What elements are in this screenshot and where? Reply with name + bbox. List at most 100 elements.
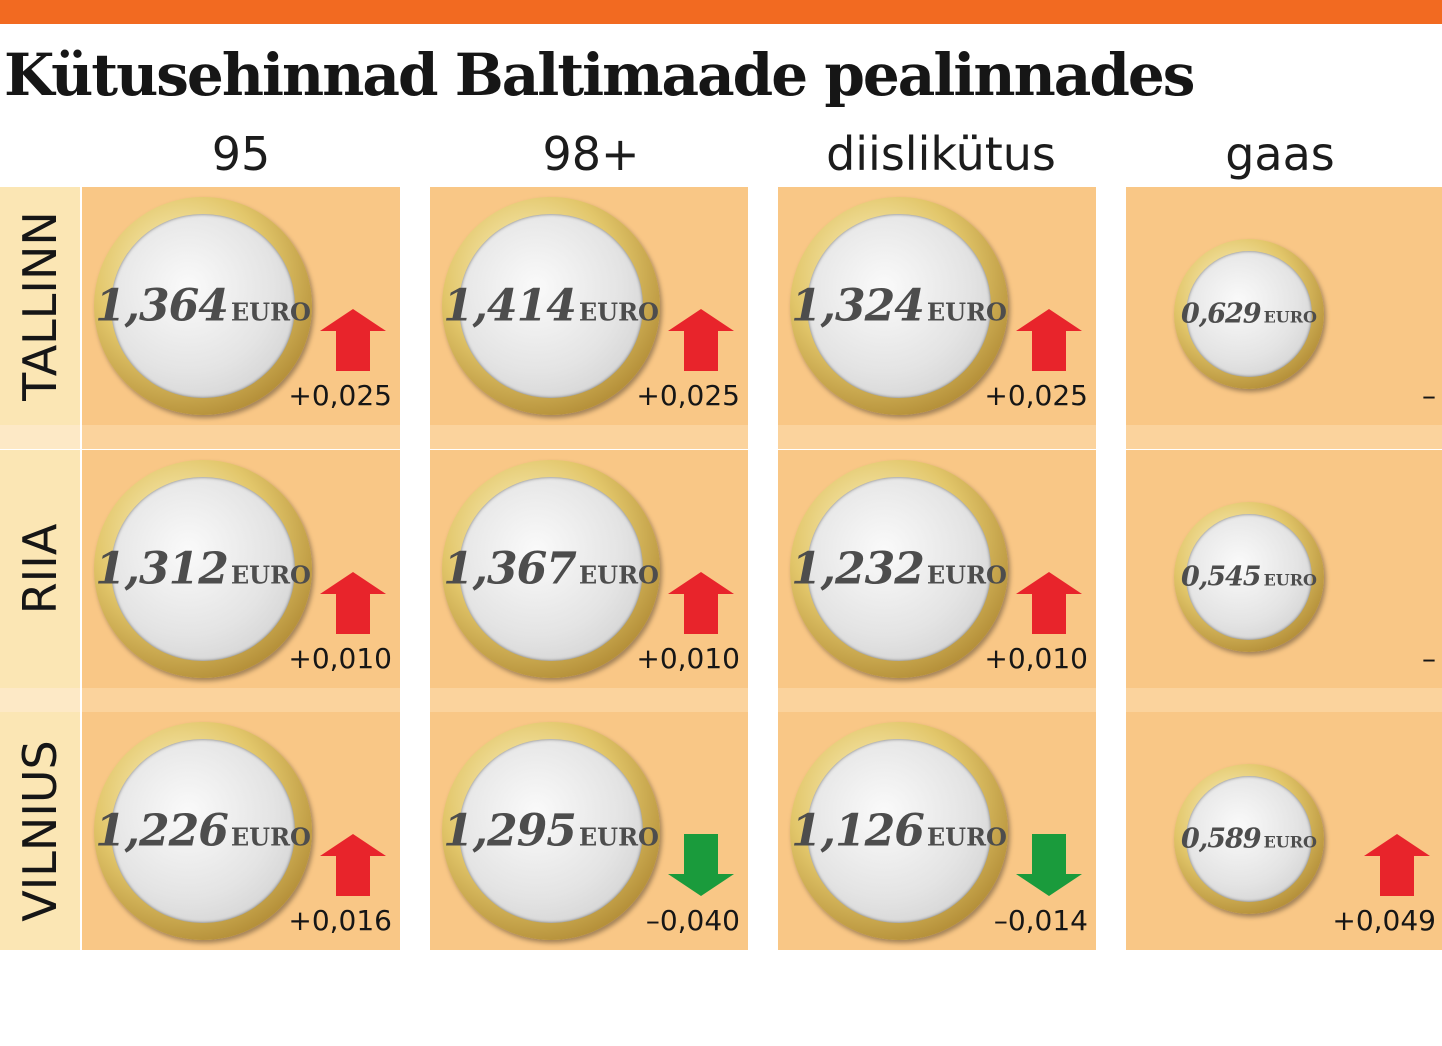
euro-coin-icon: 1,414 EURO <box>442 197 660 415</box>
row-label-tallinn: TALLINN <box>0 187 80 425</box>
coin-center <box>1186 776 1312 902</box>
coin-center <box>459 477 643 661</box>
row-separator <box>430 688 748 712</box>
price-cell: 1,324 EURO +0,025 <box>778 187 1096 425</box>
price-cell: 1,295 EURO –0,040 <box>430 712 748 950</box>
coin-center <box>1186 514 1312 640</box>
row-separator <box>0 425 80 449</box>
arrow-up-icon <box>668 572 734 634</box>
euro-coin-icon: 1,232 EURO <box>790 460 1008 678</box>
price-label: 1,126 EURO <box>790 806 1008 857</box>
price-change: +0,016 <box>288 904 392 937</box>
price-label: 1,312 EURO <box>94 544 312 595</box>
price-unit: EURO <box>578 560 659 590</box>
row-separator <box>430 425 748 449</box>
arrow-up-icon <box>320 834 386 896</box>
price-cell: 1,232 EURO +0,010 <box>778 450 1096 688</box>
price-label: 1,295 EURO <box>442 806 660 857</box>
coin-center <box>111 739 295 923</box>
row-label-text: VILNIUS <box>13 740 67 922</box>
price-unit: EURO <box>230 560 311 590</box>
price-cell: 1,414 EURO +0,025 <box>430 187 748 425</box>
price-value: 0,545 <box>1181 561 1262 593</box>
arrow-up-icon <box>1364 834 1430 896</box>
price-change: – <box>1422 379 1436 412</box>
price-value: 0,629 <box>1181 298 1262 330</box>
row-separator <box>0 688 80 712</box>
price-value: 1,232 <box>791 543 925 595</box>
euro-coin-icon: 0,545 EURO <box>1174 502 1324 652</box>
column-header-2: 98+ <box>542 127 640 181</box>
arrow-up-icon <box>320 572 386 634</box>
price-value: 1,414 <box>443 280 577 332</box>
price-label: 0,545 EURO <box>1174 562 1324 593</box>
coin-center <box>111 477 295 661</box>
price-unit: EURO <box>926 560 1007 590</box>
price-change: +0,010 <box>984 642 1088 675</box>
arrow-down-icon <box>1016 834 1082 896</box>
price-unit: EURO <box>578 297 659 327</box>
row-separator <box>778 688 1096 712</box>
price-change: –0,014 <box>993 904 1088 937</box>
coin-center <box>459 739 643 923</box>
coin-center <box>807 214 991 398</box>
coin-center <box>459 214 643 398</box>
arrow-down-icon <box>668 834 734 896</box>
euro-coin-icon: 0,629 EURO <box>1174 239 1324 389</box>
euro-coin-icon: 1,367 EURO <box>442 460 660 678</box>
euro-coin-icon: 1,226 EURO <box>94 722 312 940</box>
price-cell: 0,589 EURO +0,049 <box>1126 712 1442 950</box>
price-change: +0,025 <box>288 379 392 412</box>
column-header-1: 95 <box>211 127 271 181</box>
price-change: +0,010 <box>636 642 740 675</box>
price-unit: EURO <box>1263 832 1317 852</box>
row-separator <box>1126 688 1442 712</box>
price-unit: EURO <box>1263 307 1317 327</box>
price-label: 1,232 EURO <box>790 544 1008 595</box>
price-cell: 1,126 EURO –0,014 <box>778 712 1096 950</box>
price-unit: EURO <box>926 297 1007 327</box>
price-value: 1,126 <box>791 805 925 857</box>
price-label: 1,367 EURO <box>442 544 660 595</box>
coin-center <box>1186 251 1312 377</box>
price-unit: EURO <box>1263 570 1317 590</box>
coin-center <box>807 739 991 923</box>
row-separator <box>1126 425 1442 449</box>
column-header-3: diislikütus <box>826 127 1056 181</box>
price-change: –0,040 <box>645 904 740 937</box>
chart-title: Kütusehinnad Baltimaade pealinnades <box>4 41 1195 109</box>
row-separator <box>82 425 400 449</box>
arrow-up-icon <box>1016 309 1082 371</box>
price-change: +0,049 <box>1332 904 1436 937</box>
price-change: +0,025 <box>636 379 740 412</box>
price-cell: 0,545 EURO – <box>1126 450 1442 688</box>
row-label-vilnius: VILNIUS <box>0 712 80 950</box>
euro-coin-icon: 1,324 EURO <box>790 197 1008 415</box>
price-value: 1,226 <box>95 805 229 857</box>
price-value: 1,364 <box>95 280 229 332</box>
top-accent-bar <box>0 0 1442 24</box>
row-label-riia: RIIA <box>0 450 80 688</box>
arrow-up-icon <box>320 309 386 371</box>
euro-coin-icon: 1,295 EURO <box>442 722 660 940</box>
price-value: 1,367 <box>443 543 577 595</box>
price-value: 0,589 <box>1181 823 1262 855</box>
price-label: 1,324 EURO <box>790 281 1008 332</box>
price-label: 0,589 EURO <box>1174 824 1324 855</box>
price-unit: EURO <box>230 822 311 852</box>
price-label: 1,414 EURO <box>442 281 660 332</box>
arrow-up-icon <box>668 309 734 371</box>
price-cell: 1,367 EURO +0,010 <box>430 450 748 688</box>
price-cell: 0,629 EURO – <box>1126 187 1442 425</box>
euro-coin-icon: 1,312 EURO <box>94 460 312 678</box>
euro-coin-icon: 1,364 EURO <box>94 197 312 415</box>
coin-center <box>111 214 295 398</box>
column-header-4: gaas <box>1225 127 1335 181</box>
price-unit: EURO <box>926 822 1007 852</box>
price-label: 0,629 EURO <box>1174 299 1324 330</box>
price-change: – <box>1422 642 1436 675</box>
price-cell: 1,364 EURO +0,025 <box>82 187 400 425</box>
price-unit: EURO <box>578 822 659 852</box>
euro-coin-icon: 1,126 EURO <box>790 722 1008 940</box>
price-label: 1,226 EURO <box>94 806 312 857</box>
